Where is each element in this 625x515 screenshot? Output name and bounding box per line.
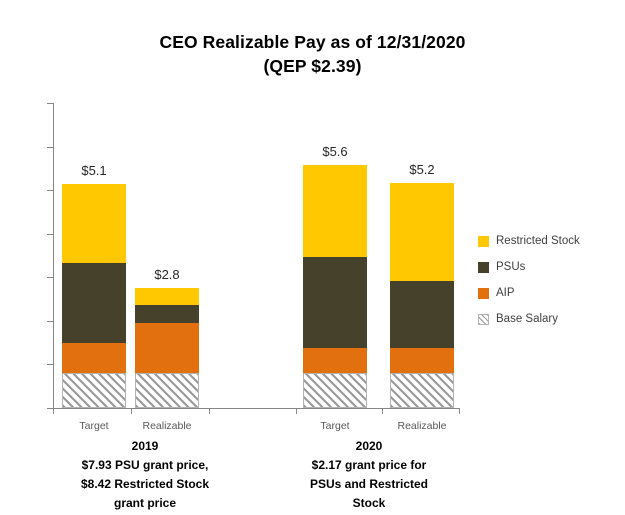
bar-total-label: $5.2 xyxy=(409,162,435,177)
bar-segment-aip[interactable] xyxy=(390,348,454,373)
plot-area: $5.1 $2.8 $5.6 $5.2 xyxy=(53,103,460,408)
bar-2020-target[interactable]: $5.6 xyxy=(303,144,367,408)
x-axis-category-2019-realizable: Realizable xyxy=(142,420,192,432)
legend-swatch-icon xyxy=(478,261,489,273)
chart-title-line1: CEO Realizable Pay as of 12/31/2020 xyxy=(159,32,466,52)
bar-segment-psus[interactable] xyxy=(303,257,367,348)
bar-segment-aip[interactable] xyxy=(135,323,199,373)
x-axis-line xyxy=(53,408,460,409)
group-note-line: grant price xyxy=(113,496,176,510)
x-axis-category-2020-realizable: Realizable xyxy=(397,420,447,432)
legend-swatch-hatched-icon xyxy=(478,313,489,325)
bar-total-label: $2.8 xyxy=(154,267,180,282)
legend-swatch-icon xyxy=(478,287,489,299)
y-axis-tick xyxy=(47,277,53,278)
y-axis-tick xyxy=(47,364,53,365)
legend-label: Base Salary xyxy=(496,313,559,325)
y-axis-tick xyxy=(47,408,53,409)
bar-segment-aip[interactable] xyxy=(62,343,126,373)
y-axis-tick xyxy=(47,234,53,235)
bar-segment-restricted-stock[interactable] xyxy=(135,288,199,305)
legend-item-base-salary[interactable]: Base Salary xyxy=(478,306,623,332)
bar-segment-psus[interactable] xyxy=(390,281,454,348)
bar-segment-base-salary[interactable] xyxy=(303,373,367,408)
x-axis-category-2020-target: Target xyxy=(320,420,350,432)
legend-item-aip[interactable]: AIP xyxy=(478,280,623,306)
chart-title: CEO Realizable Pay as of 12/31/2020 (QEP… xyxy=(0,30,625,78)
legend-item-psus[interactable]: PSUs xyxy=(478,254,623,280)
x-axis-tick xyxy=(53,408,54,414)
legend-item-restricted-stock[interactable]: Restricted Stock xyxy=(478,228,623,254)
bar-segment-restricted-stock[interactable] xyxy=(62,184,126,263)
legend-label: PSUs xyxy=(496,261,526,273)
y-axis-tick xyxy=(47,190,53,191)
group-annotation-2019: 2019 $7.93 PSU grant price, $8.42 Restri… xyxy=(35,437,255,513)
group-note-line: Stock xyxy=(352,496,386,510)
x-axis-tick xyxy=(131,408,132,414)
y-axis-tick xyxy=(47,147,53,148)
x-axis-tick xyxy=(382,408,383,414)
legend-swatch-icon xyxy=(478,235,489,247)
bar-segment-psus[interactable] xyxy=(135,305,199,323)
bar-segment-restricted-stock[interactable] xyxy=(390,183,454,281)
bar-segment-psus[interactable] xyxy=(62,263,126,343)
y-axis-tick xyxy=(47,103,53,104)
bar-total-label: $5.1 xyxy=(81,163,107,178)
group-note-line: $2.17 grant price for xyxy=(311,458,427,472)
x-axis-tick xyxy=(209,408,210,414)
x-axis-tick xyxy=(296,408,297,414)
bar-2019-target[interactable]: $5.1 xyxy=(62,163,126,408)
bar-segment-base-salary[interactable] xyxy=(390,373,454,408)
y-axis-tick xyxy=(47,321,53,322)
bar-segment-base-salary[interactable] xyxy=(135,373,199,408)
x-axis-category-2019-target: Target xyxy=(79,420,109,432)
bar-segment-aip[interactable] xyxy=(303,348,367,373)
chart-subtitle: (QEP $2.39) xyxy=(263,56,362,76)
group-note-line: $7.93 PSU grant price, xyxy=(81,458,209,472)
legend-label: Restricted Stock xyxy=(496,235,580,247)
group-year-2019: 2019 xyxy=(131,439,159,453)
bar-segment-restricted-stock[interactable] xyxy=(303,165,367,257)
y-axis-line xyxy=(53,103,54,409)
chart-legend: Restricted Stock PSUs AIP Base Salary xyxy=(478,228,623,332)
bar-total-label: $5.6 xyxy=(322,144,348,159)
group-note-line: PSUs and Restricted xyxy=(309,477,429,491)
x-axis-tick xyxy=(459,408,460,414)
bar-2019-realizable[interactable]: $2.8 xyxy=(135,267,199,408)
group-note-line: $8.42 Restricted Stock xyxy=(80,477,210,491)
group-annotation-2020: 2020 $2.17 grant price for PSUs and Rest… xyxy=(259,437,479,513)
bar-2020-realizable[interactable]: $5.2 xyxy=(390,162,454,408)
group-year-2020: 2020 xyxy=(355,439,383,453)
bar-segment-base-salary[interactable] xyxy=(62,373,126,408)
legend-label: AIP xyxy=(496,287,515,299)
